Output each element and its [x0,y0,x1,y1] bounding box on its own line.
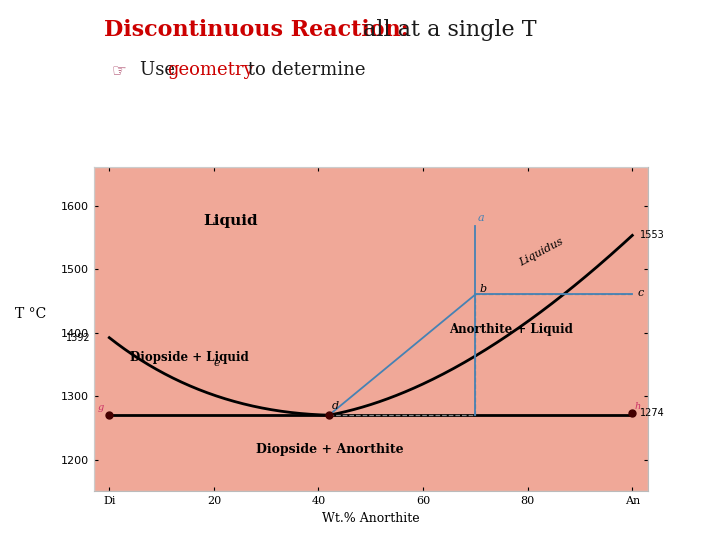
Text: g: g [98,403,104,412]
Text: h: h [635,402,642,411]
Text: Diopside + Anorthite: Diopside + Anorthite [256,443,403,456]
Text: 1553: 1553 [640,231,665,240]
Text: geometry: geometry [167,61,253,79]
Text: Liquid: Liquid [204,214,258,227]
Text: Anorthite + Liquid: Anorthite + Liquid [449,322,573,335]
Text: 1274: 1274 [640,408,665,417]
Text: Discontinuous Reaction:: Discontinuous Reaction: [104,19,409,41]
Text: ☞: ☞ [112,62,127,80]
Text: e: e [214,357,220,368]
Text: a: a [478,213,485,224]
Text: Liquidus: Liquidus [517,236,565,268]
Text: Diopside + Liquid: Diopside + Liquid [130,351,249,364]
Text: 1392: 1392 [66,333,91,343]
Text: all at a single T: all at a single T [356,19,537,41]
X-axis label: Wt.% Anorthite: Wt.% Anorthite [322,512,420,525]
Text: c: c [637,288,644,299]
Text: Use: Use [140,61,181,79]
Text: to determine: to determine [242,61,366,79]
Text: d: d [332,401,338,411]
Text: T °C: T °C [15,307,47,321]
Text: b: b [480,284,487,294]
